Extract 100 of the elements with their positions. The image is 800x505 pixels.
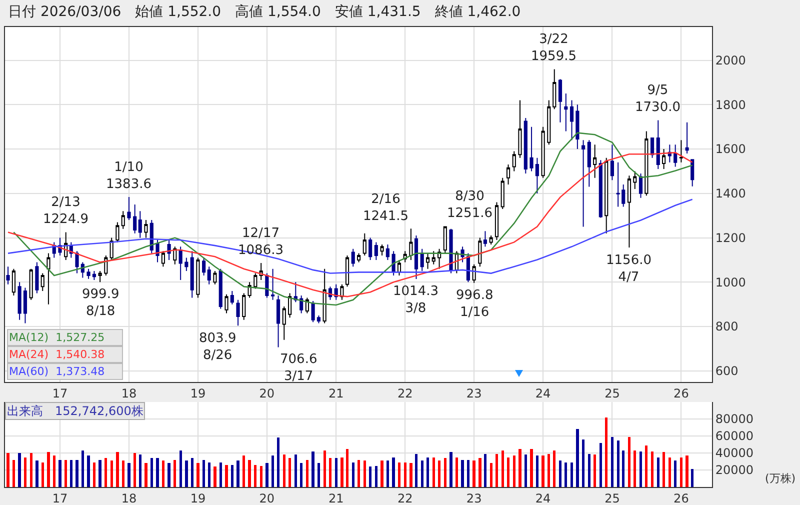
bar: [404, 462, 406, 487]
candlestick: [674, 144, 678, 168]
x-tick-label: 26: [674, 386, 689, 400]
candlestick: [173, 246, 177, 265]
candlestick: [472, 264, 476, 284]
text: MA(12) 1,527.25: [9, 331, 105, 344]
x-tick-label: 18: [121, 386, 137, 400]
bar: [680, 457, 683, 487]
candlestick: [598, 160, 602, 218]
candlestick: [271, 268, 275, 300]
bar: [570, 462, 574, 487]
bar: [639, 451, 642, 487]
bar: [564, 462, 568, 487]
y-tick-label: 1600: [715, 142, 746, 156]
bar: [691, 469, 694, 487]
candlestick: [650, 137, 654, 158]
bar: [616, 440, 620, 487]
candlestick: [426, 252, 430, 270]
bar: [230, 464, 234, 487]
candlestick: [500, 177, 504, 210]
candlestick: [610, 144, 614, 181]
candlestick: [167, 240, 171, 260]
candlestick: [570, 100, 574, 141]
candlestick: [116, 222, 120, 243]
candlestick: [512, 150, 516, 172]
bar: [282, 454, 286, 487]
bar: [582, 439, 585, 487]
bar: [542, 456, 544, 487]
candlestick: [35, 262, 39, 294]
bar: [254, 464, 257, 487]
bar: [174, 460, 176, 487]
bar: [104, 458, 108, 487]
candlestick: [432, 250, 436, 265]
bar: [472, 460, 476, 487]
bar: [466, 460, 470, 487]
candlestick: [12, 268, 16, 296]
candlestick: [276, 294, 280, 348]
bar: [276, 438, 280, 487]
bar: [438, 460, 441, 487]
candlestick: [524, 117, 528, 174]
candlestick: [184, 257, 188, 272]
candlestick: [311, 300, 315, 323]
bar: [98, 460, 102, 487]
bar: [41, 462, 44, 487]
x-tick-label: 22: [397, 386, 413, 400]
candlestick: [587, 140, 591, 188]
bar: [530, 448, 533, 487]
bar: [168, 463, 170, 487]
candlestick: [518, 100, 522, 158]
bar: [12, 460, 16, 487]
bar: [219, 462, 222, 487]
bar: [260, 466, 262, 487]
candlestick: [23, 287, 28, 324]
bar: [410, 463, 412, 487]
candlestick: [196, 257, 200, 298]
candlestick: [242, 292, 246, 320]
bar: [674, 460, 677, 487]
annotation: 8/30 1251.6: [447, 189, 492, 221]
y-tick-label: 1200: [715, 230, 746, 245]
bar: [610, 436, 614, 487]
candlestick: [547, 100, 551, 146]
bar: [558, 460, 562, 487]
x-tick-label: 26: [674, 491, 689, 505]
bar: [190, 458, 194, 487]
candlestick: [644, 130, 648, 196]
candlestick: [150, 220, 154, 254]
y-tick-label: 2000: [715, 53, 746, 68]
x-tick-label: 22: [397, 491, 413, 505]
x-tick-label: 18: [121, 491, 137, 505]
bar: [662, 452, 666, 487]
bar: [628, 436, 631, 487]
candlestick: [138, 210, 142, 238]
candlestick: [582, 140, 586, 228]
bar: [30, 453, 32, 487]
bar: [398, 462, 401, 487]
candlestick: [449, 228, 453, 274]
candlestick: [530, 126, 534, 172]
annotation: 3/22 1959.5: [531, 32, 576, 64]
bar: [495, 454, 498, 487]
candlestick: [604, 157, 608, 234]
bar: [622, 450, 625, 487]
bar: [225, 464, 228, 487]
annotation: 1156.0 4/7: [606, 253, 652, 285]
candlestick: [6, 266, 10, 285]
candlestick: [316, 314, 321, 324]
bar: [288, 458, 292, 487]
bar: [156, 458, 159, 487]
candlestick: [218, 268, 222, 310]
bar: [605, 417, 608, 487]
candlestick: [386, 244, 390, 260]
candlestick: [322, 268, 326, 324]
bar: [357, 460, 360, 487]
bar: [634, 450, 636, 487]
candlestick: [98, 270, 102, 283]
bar: [70, 460, 72, 487]
candlestick: [380, 244, 384, 256]
bar: [599, 442, 602, 487]
candlestick: [224, 294, 228, 314]
annotation: 996.8 1/16: [456, 288, 494, 320]
candlestick: [552, 68, 556, 110]
